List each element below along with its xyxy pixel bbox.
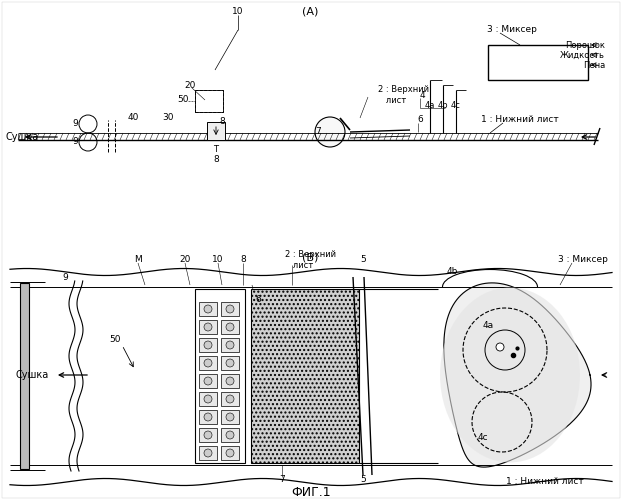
Text: (A): (A) [302,7,318,17]
Text: 9: 9 [72,120,78,128]
Bar [195,289,245,463]
Text: 50: 50 [177,96,188,104]
Circle shape [204,449,212,457]
Circle shape [204,413,212,421]
Text: 6: 6 [255,296,261,304]
Circle shape [226,449,234,457]
Bar [199,428,217,442]
Bar [199,410,217,424]
Text: 5: 5 [360,476,366,484]
Text: 6: 6 [417,116,423,124]
Bar [207,122,225,140]
Circle shape [204,341,212,349]
Text: 20: 20 [179,256,191,264]
Text: T: T [213,146,218,154]
Bar [221,374,239,388]
Text: 8: 8 [219,118,225,126]
Bar [199,446,217,460]
Circle shape [204,377,212,385]
Bar [251,289,359,463]
Bar [221,302,239,316]
Bar [199,356,217,370]
Bar [20,283,29,469]
Circle shape [226,323,234,331]
Text: 7: 7 [315,128,321,136]
Circle shape [226,377,234,385]
Text: 4b: 4b [438,100,448,110]
Circle shape [496,343,504,351]
Text: Сушка: Сушка [15,370,49,380]
Text: 9: 9 [62,272,68,281]
Text: 1 : Нижний лист: 1 : Нижний лист [506,478,584,486]
Text: 40: 40 [128,114,139,122]
Text: 4: 4 [419,90,425,100]
Text: (B): (B) [302,253,318,263]
Bar [221,446,239,460]
Text: ФИГ.1: ФИГ.1 [291,486,331,498]
Text: Сушка: Сушка [5,132,38,142]
Text: M: M [134,256,142,264]
Circle shape [226,395,234,403]
Bar [199,320,217,334]
Circle shape [204,395,212,403]
Circle shape [226,341,234,349]
Circle shape [315,117,345,147]
Circle shape [226,305,234,313]
Circle shape [204,323,212,331]
Circle shape [226,431,234,439]
Bar [221,320,239,334]
Text: 9: 9 [72,138,78,146]
Text: 4c: 4c [478,434,488,442]
Circle shape [204,359,212,367]
Text: 7: 7 [279,476,285,484]
Circle shape [204,305,212,313]
Bar [221,410,239,424]
Bar [199,338,217,352]
Bar [195,90,223,112]
Text: 30: 30 [162,114,174,122]
Bar [199,374,217,388]
Text: Жидкость: Жидкость [560,50,605,59]
Text: 3 : Миксер: 3 : Миксер [558,256,608,264]
Text: 10: 10 [212,256,224,264]
Text: 10: 10 [232,8,244,16]
Text: 4c: 4c [451,100,461,110]
Text: Порошок: Порошок [565,40,605,50]
Text: 2 : Верхний
   лист: 2 : Верхний лист [285,250,336,270]
Text: 8: 8 [213,156,219,164]
Text: 4a: 4a [425,100,435,110]
Bar [221,428,239,442]
Text: 4a: 4a [483,320,494,330]
Text: 4b: 4b [447,268,458,276]
Text: 20: 20 [184,80,196,90]
Bar [221,338,239,352]
Bar [221,356,239,370]
Polygon shape [444,283,591,467]
Bar [221,392,239,406]
Bar [488,45,588,80]
Ellipse shape [440,288,580,463]
Text: 50: 50 [109,336,121,344]
Circle shape [204,431,212,439]
Text: 3 : Миксер: 3 : Миксер [487,26,537,35]
Text: 1 : Нижний лист: 1 : Нижний лист [481,116,559,124]
Text: Пена: Пена [583,60,605,70]
Bar [199,392,217,406]
Circle shape [226,359,234,367]
Text: 5: 5 [360,256,366,264]
Bar [195,90,223,112]
Circle shape [226,413,234,421]
Bar [199,302,217,316]
Text: 2 : Верхний
   лист: 2 : Верхний лист [378,86,429,104]
Text: 8: 8 [240,256,246,264]
